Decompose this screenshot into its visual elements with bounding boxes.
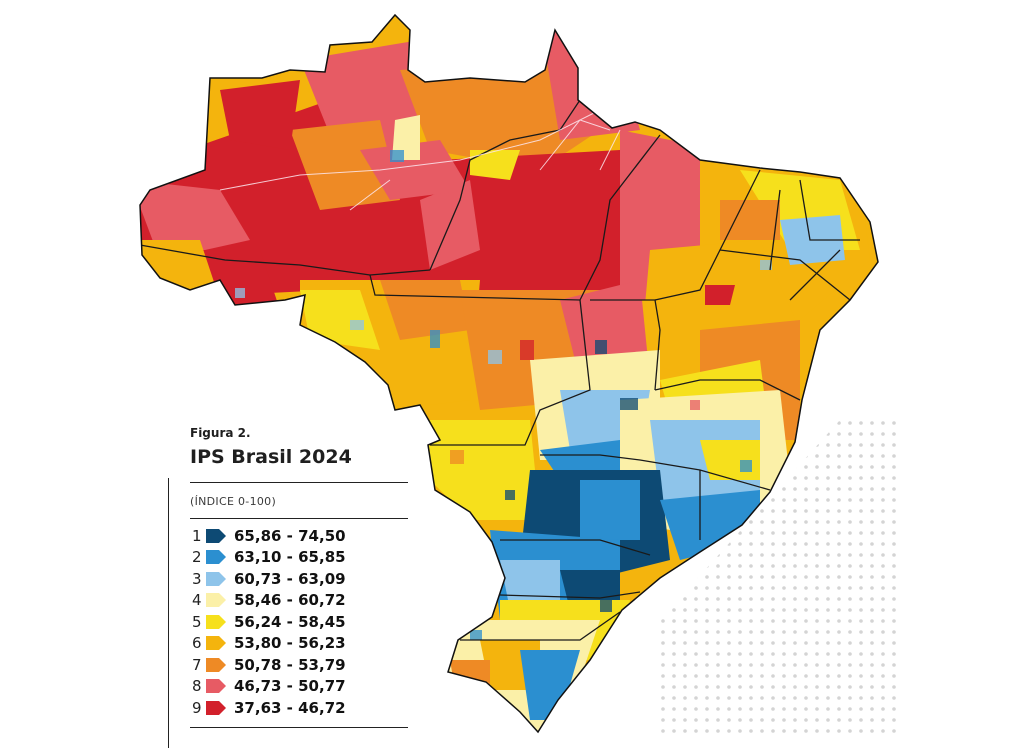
legend-item-4: 4 58,46 - 60,72: [192, 590, 408, 612]
legend-rule-bottom: [190, 726, 408, 728]
legend-item-range: 46,73 - 50,77: [234, 677, 346, 696]
map-legend: Figura 2. IPS Brasil 2024 (ÍNDICE 0-100)…: [168, 426, 408, 748]
legend-item-range: 56,24 - 58,45: [234, 612, 346, 631]
legend-subtitle: (ÍNDICE 0-100): [190, 495, 277, 508]
figure-label: Figura 2.: [190, 426, 251, 440]
legend-item-number: 1: [192, 526, 202, 545]
legend-item-range: 65,86 - 74,50: [234, 526, 346, 545]
legend-item-3: 3 60,73 - 63,09: [192, 568, 408, 590]
legend-item-range: 53,80 - 56,23: [234, 634, 346, 653]
legend-swatch-tag-icon: [206, 571, 226, 586]
legend-item-range: 63,10 - 65,85: [234, 548, 346, 567]
legend-rule-middle: [190, 518, 408, 519]
legend-item-number: 4: [192, 591, 202, 610]
legend-item-range: 60,73 - 63,09: [234, 569, 346, 588]
legend-item-number: 6: [192, 634, 202, 653]
legend-item-range: 37,63 - 46,72: [234, 698, 346, 717]
legend-item-number: 3: [192, 569, 202, 588]
dot-pattern-decoration: [660, 420, 900, 740]
legend-item-number: 5: [192, 612, 202, 631]
legend-item-8: 8 46,73 - 50,77: [192, 676, 408, 698]
legend-swatch-tag-icon: [206, 528, 226, 543]
legend-item-9: 9 37,63 - 46,72: [192, 697, 408, 719]
legend-item-2: 2 63,10 - 65,85: [192, 547, 408, 569]
figure-title: IPS Brasil 2024: [190, 446, 352, 468]
legend-item-number: 7: [192, 655, 202, 674]
legend-swatch-tag-icon: [206, 657, 226, 672]
legend-swatch-tag-icon: [206, 700, 226, 715]
legend-item-6: 6 53,80 - 56,23: [192, 633, 408, 655]
legend-item-range: 58,46 - 60,72: [234, 591, 346, 610]
legend-item-1: 1 65,86 - 74,50: [192, 525, 408, 547]
legend-item-7: 7 50,78 - 53,79: [192, 654, 408, 676]
legend-item-5: 5 56,24 - 58,45: [192, 611, 408, 633]
legend-swatch-tag-icon: [206, 593, 226, 608]
legend-swatch-tag-icon: [206, 550, 226, 565]
legend-rule-top: [190, 482, 408, 483]
legend-item-number: 9: [192, 698, 202, 717]
legend-swatch-tag-icon: [206, 614, 226, 629]
legend-swatch-tag-icon: [206, 636, 226, 651]
legend-items: 1 65,86 - 74,50 2 63,10 - 65,85 3 60,73 - 63,…: [192, 525, 408, 719]
legend-item-number: 2: [192, 548, 202, 567]
legend-swatch-tag-icon: [206, 679, 226, 694]
legend-vertical-rule: [168, 478, 169, 748]
legend-item-range: 50,78 - 53,79: [234, 655, 346, 674]
legend-item-number: 8: [192, 677, 202, 696]
